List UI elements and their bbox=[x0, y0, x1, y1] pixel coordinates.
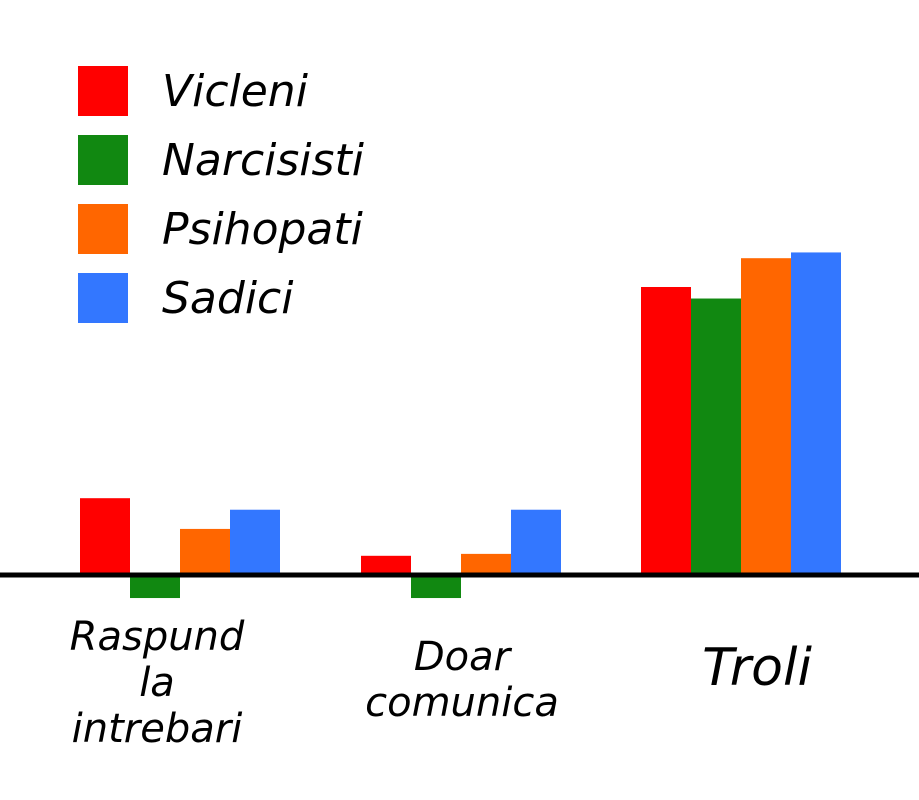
category-label-line: Doar bbox=[414, 634, 513, 680]
category-label-2: Troli bbox=[702, 638, 812, 698]
legend-swatch-sadici bbox=[78, 273, 128, 323]
legend-label-psihopati: Psihopati bbox=[162, 204, 364, 255]
bar-sadici-1 bbox=[511, 509, 561, 575]
category-labels: Raspund la intrebari Doar comunica Troli bbox=[70, 614, 813, 752]
bar-psihopati-0 bbox=[180, 528, 230, 575]
legend-swatch-psihopati bbox=[78, 204, 128, 254]
bar-sadici-2 bbox=[791, 252, 841, 575]
bar-narcisisti-1 bbox=[411, 575, 461, 599]
category-label-0: Raspund la intrebari bbox=[70, 614, 245, 752]
bars bbox=[80, 252, 841, 599]
bar-narcisisti-0 bbox=[130, 575, 180, 599]
legend-label-vicleni: Vicleni bbox=[162, 66, 309, 117]
category-label-line: Troli bbox=[702, 638, 812, 698]
category-label-1: Doar comunica bbox=[365, 634, 559, 726]
bar-narcisisti-2 bbox=[691, 298, 741, 575]
legend-swatch-narcisisti bbox=[78, 135, 128, 185]
category-label-line: la bbox=[139, 660, 175, 706]
legend-label-sadici: Sadici bbox=[162, 273, 294, 324]
legend: Vicleni Narcisisti Psihopati Sadici bbox=[78, 66, 365, 324]
category-label-line: Raspund bbox=[70, 614, 245, 660]
bar-psihopati-2 bbox=[741, 258, 791, 575]
bar-vicleni-1 bbox=[361, 555, 411, 575]
legend-label-narcisisti: Narcisisti bbox=[162, 135, 365, 186]
category-label-line: comunica bbox=[365, 680, 559, 726]
bar-sadici-0 bbox=[230, 509, 280, 575]
bar-vicleni-2 bbox=[641, 287, 691, 575]
bar-vicleni-0 bbox=[80, 498, 130, 575]
category-label-line: intrebari bbox=[72, 706, 243, 752]
bar-psihopati-1 bbox=[461, 553, 511, 575]
legend-swatch-vicleni bbox=[78, 66, 128, 116]
